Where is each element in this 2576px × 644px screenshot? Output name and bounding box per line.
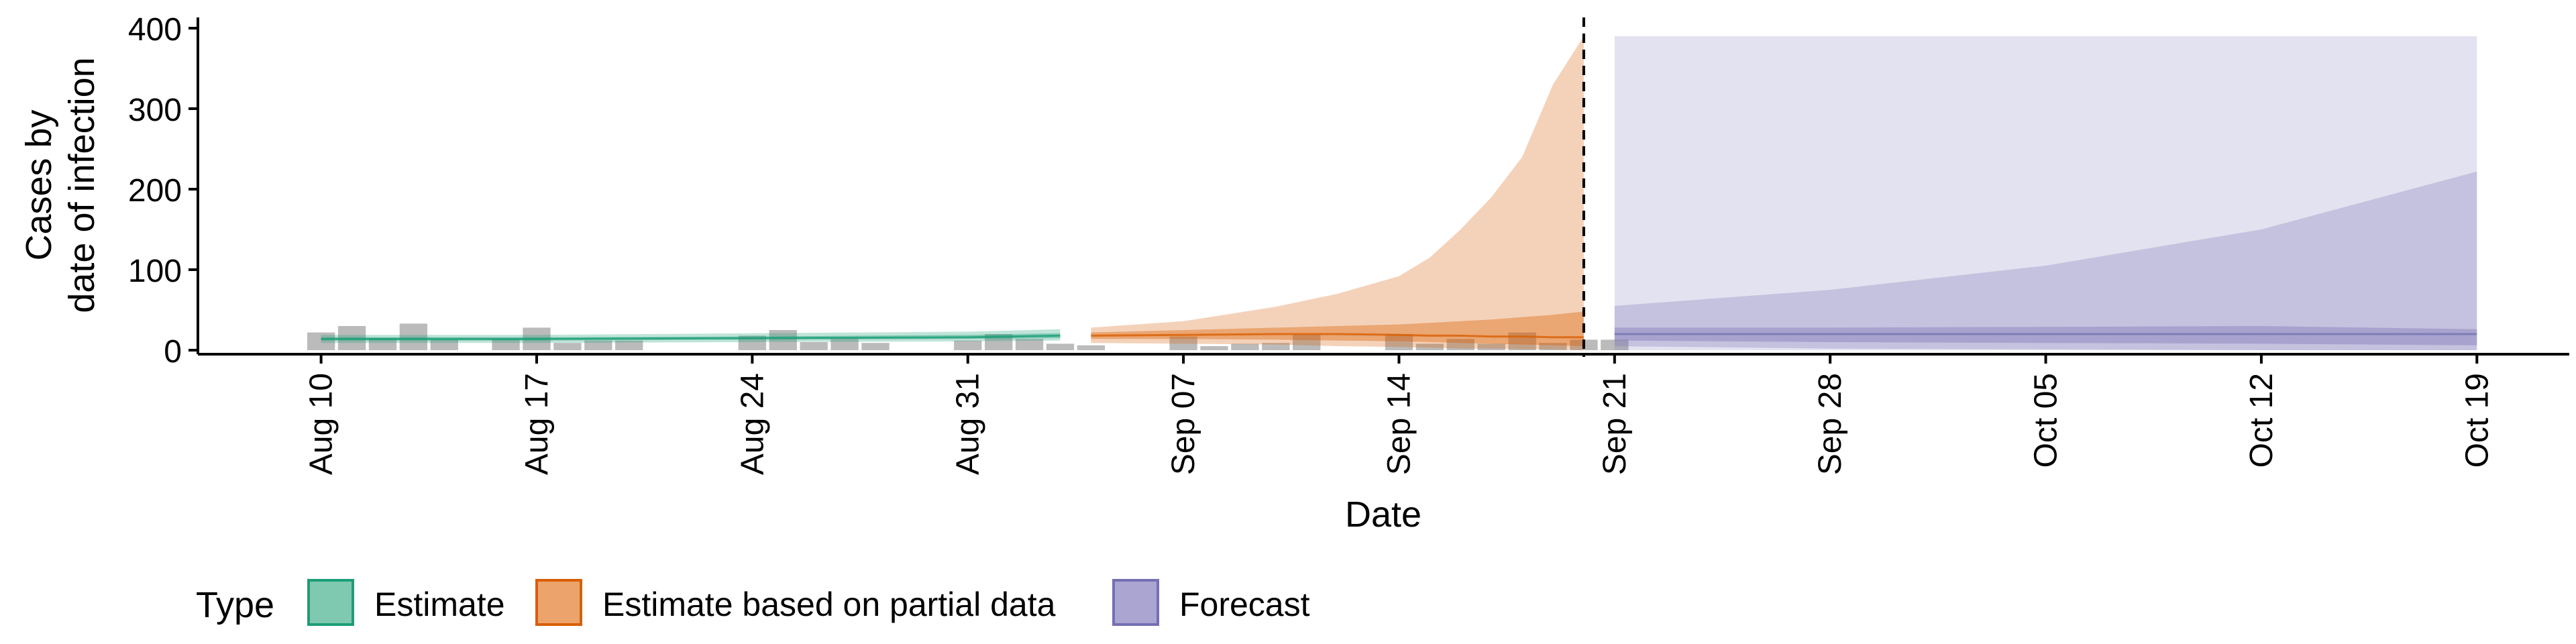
observed-case-bar — [1169, 336, 1197, 350]
x-tick-label: Aug 17 — [519, 373, 555, 475]
estimate-based-on-partial-data-outer-band — [1091, 36, 1584, 350]
legend-label: Estimate — [374, 586, 505, 623]
observed-case-bar — [1539, 343, 1567, 350]
observed-case-bar — [1601, 339, 1629, 350]
legend: Type Estimate Estimate based on partial d… — [196, 579, 1310, 626]
observed-case-bar — [1046, 343, 1075, 350]
observed-case-bar — [368, 338, 397, 350]
x-tick-label: Aug 24 — [735, 373, 770, 475]
forecast-outer-ribbon — [1614, 36, 2477, 350]
observed-case-bar — [399, 323, 428, 350]
x-tick-label: Oct 12 — [2244, 373, 2279, 468]
observed-case-bar — [615, 340, 643, 350]
legend-label: Forecast — [1179, 586, 1310, 623]
forecast-outer-band — [1614, 171, 2477, 350]
observed-case-bar — [738, 335, 767, 350]
legend-swatch — [1112, 579, 1159, 626]
observed-case-bar — [954, 340, 982, 350]
forecast-inner-band — [1614, 326, 2477, 345]
observed-case-bar — [307, 332, 335, 350]
observed-case-bar — [492, 339, 520, 350]
legend-swatch — [307, 579, 354, 626]
x-tick-label: Aug 31 — [951, 373, 986, 475]
x-tick-label: Oct 19 — [2459, 373, 2495, 468]
x-tick-label: Aug 10 — [304, 373, 339, 475]
estimate-based-on-partial-data-median-line — [1091, 333, 1584, 339]
observed-case-bar — [830, 339, 859, 350]
observed-case-bar — [1262, 343, 1290, 350]
observed-case-bar — [1200, 346, 1228, 350]
observed-case-bar — [584, 340, 612, 350]
x-tick-label: Sep 28 — [1813, 373, 1848, 475]
y-axis-label: Cases by date of infection — [19, 57, 102, 313]
observed-case-bar — [1385, 334, 1413, 350]
observed-case-bar — [1446, 339, 1474, 350]
observed-case-bar — [1508, 332, 1536, 350]
estimate-bands — [321, 36, 2477, 350]
y-axis-label-line-1: Cases by — [19, 109, 59, 260]
observed-cases-bars — [307, 323, 1629, 350]
x-tick-label: Sep 21 — [1597, 373, 1633, 475]
observed-case-bar — [1077, 345, 1106, 350]
legend-title: Type — [196, 585, 274, 625]
y-tick-label: 200 — [128, 173, 182, 209]
observed-case-bar — [1015, 339, 1044, 350]
observed-case-bar — [1293, 335, 1321, 350]
y-tick-label: 300 — [128, 93, 182, 128]
observed-case-bar — [430, 339, 458, 350]
estimate-based-on-partial-data-inner-band — [1091, 311, 1584, 346]
y-tick-label: 0 — [164, 334, 182, 370]
observed-case-bar — [553, 343, 582, 350]
observed-case-bar — [1231, 343, 1259, 350]
x-axis-label: Date — [1345, 494, 1421, 535]
x-tick-label: Sep 14 — [1381, 373, 1417, 475]
axes: 0 100 200 300 400 Aug 10 Aug 17 Aug 24 Aug 31 Sep… — [128, 12, 2569, 475]
legend-label: Estimate based on partial data — [602, 586, 1056, 623]
x-tick-label: Oct 05 — [2029, 373, 2064, 468]
y-axis-label-line-2: date of infection — [62, 57, 102, 313]
legend-swatch — [535, 579, 582, 626]
y-tick-label: 100 — [128, 254, 182, 289]
observed-case-bar — [1415, 343, 1444, 350]
x-tick-label: Sep 07 — [1166, 373, 1201, 475]
observed-case-bar — [800, 342, 828, 350]
y-tick-label: 400 — [128, 12, 182, 48]
observed-case-bar — [769, 330, 797, 350]
observed-case-bar — [861, 343, 890, 350]
observed-case-bar — [1477, 343, 1505, 350]
estimate-median-line — [321, 334, 1061, 340]
